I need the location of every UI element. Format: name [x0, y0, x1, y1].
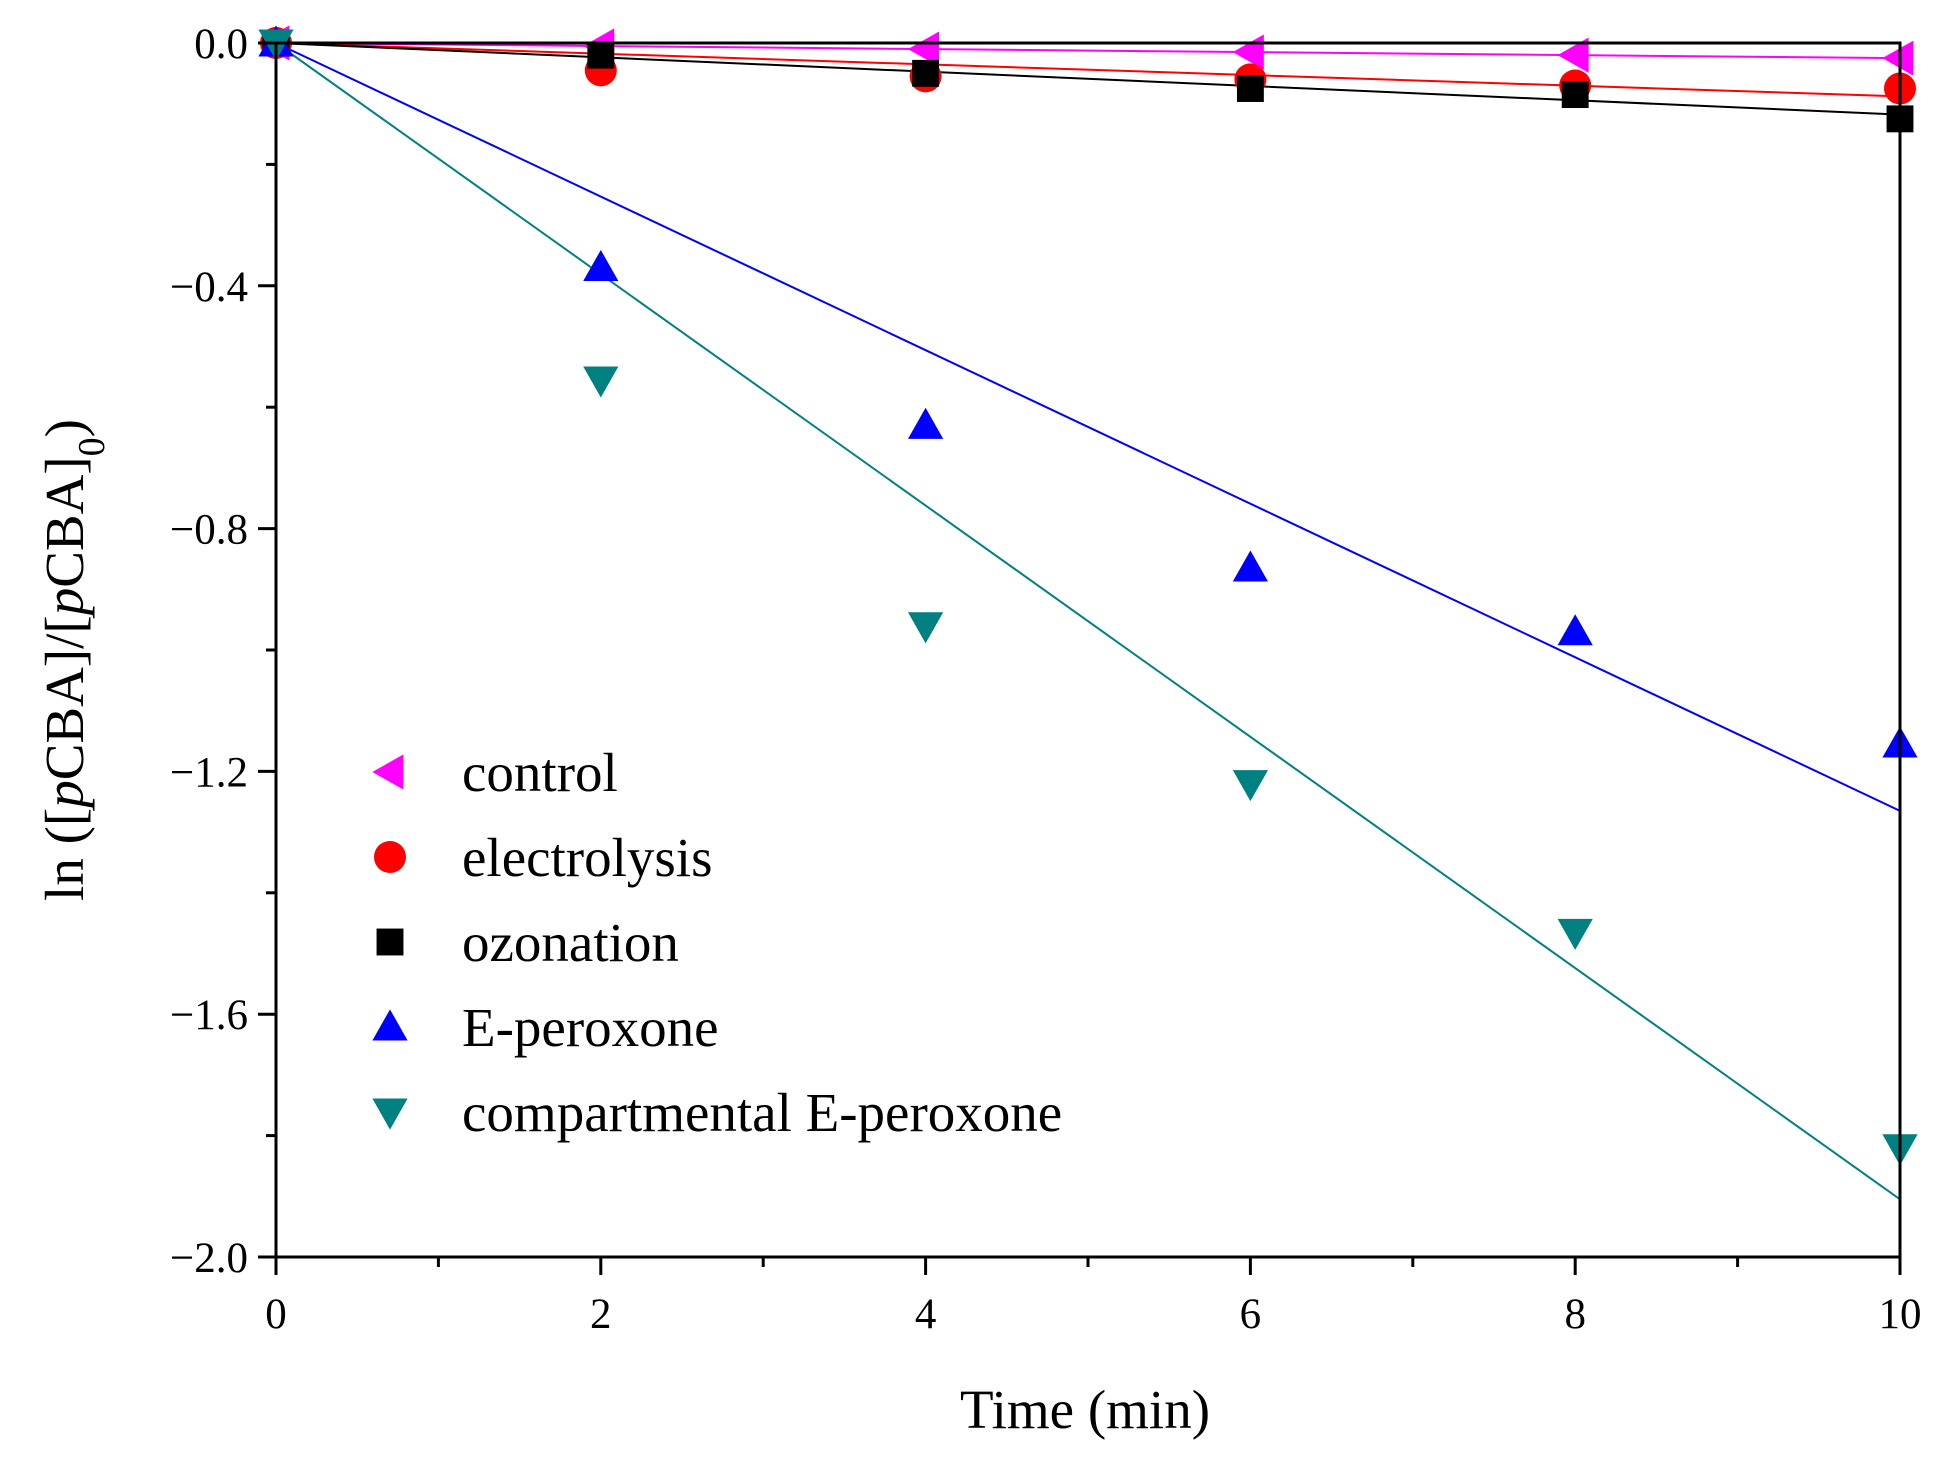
fit-line-compartmental-e-peroxone [275, 42, 1901, 1201]
legend-label-e-peroxone: E-peroxone [462, 997, 719, 1058]
y-tick-label: −1.2 [170, 749, 248, 796]
x-tick-label: 0 [265, 1291, 287, 1338]
y-axis-title-part: p [34, 780, 95, 812]
y-axis-title-part: p [34, 588, 95, 620]
point-control [1557, 37, 1589, 73]
fit-line-electrolysis [275, 42, 1901, 98]
point-e-peroxone [1232, 550, 1268, 582]
tick-labels: 0 2 4 6 8 10 0.0 −0.4 −0.8 −1.2 −1.6 −2.0 [170, 21, 1922, 1338]
y-axis-title-part: CBA]/[ [34, 615, 95, 780]
legend-label-ozonation: ozonation [462, 912, 679, 973]
y-tick-label: 0.0 [194, 21, 248, 68]
y-axis-title-part: ln ([ [34, 808, 95, 901]
fit-lines [275, 42, 1901, 1201]
point-control [908, 31, 940, 67]
y-axis-title-part: ) [34, 419, 95, 437]
legend-label-compartmental-e-peroxone: compartmental E-peroxone [462, 1082, 1062, 1143]
point-e-peroxone [908, 407, 944, 439]
legend-label-electrolysis: electrolysis [462, 827, 712, 888]
point-ozonation [912, 59, 940, 87]
fit-line-ozonation [275, 42, 1901, 116]
point-compartmental-e-peroxone [583, 366, 619, 398]
legend-marker-electrolysis [374, 841, 406, 873]
legend-marker-ozonation [376, 928, 404, 956]
point-compartmental-e-peroxone [1557, 918, 1593, 950]
y-tick-label: −0.8 [170, 507, 248, 554]
axes [274, 41, 1902, 1259]
y-tick-label: −1.6 [170, 992, 248, 1039]
y-axis-title: ln ([pCBA]/[pCBA]0) [34, 419, 113, 901]
ticks [258, 41, 1902, 1275]
point-e-peroxone [1557, 614, 1593, 646]
legend-label-control: control [462, 742, 618, 803]
legend-marker-compartmental-e-peroxone [372, 1098, 408, 1130]
x-tick-label: 10 [1879, 1291, 1922, 1338]
point-ozonation [587, 41, 615, 69]
point-control [1882, 40, 1914, 76]
plot-frame [274, 41, 1902, 1259]
y-axis-title-part: 0 [71, 437, 113, 456]
x-tick-label: 4 [915, 1291, 937, 1338]
x-axis-title: Time (min) [960, 1379, 1210, 1440]
data-markers [258, 25, 1918, 1166]
fit-line-control [275, 42, 1901, 60]
point-compartmental-e-peroxone [1232, 770, 1268, 802]
point-ozonation [1236, 75, 1264, 102]
fit-line-e-peroxone [275, 42, 1901, 812]
x-tick-label: 6 [1240, 1291, 1262, 1338]
point-ozonation [1561, 81, 1589, 109]
x-tick-label: 8 [1564, 1291, 1586, 1338]
point-e-peroxone [583, 249, 619, 282]
legend-marker-e-peroxone [372, 1009, 408, 1041]
legend-marker-control [372, 754, 404, 790]
y-axis-title-part: CBA] [34, 456, 95, 587]
y-tick-label: −0.4 [170, 264, 248, 311]
y-tick-label: −2.0 [170, 1235, 248, 1282]
point-compartmental-e-peroxone [908, 612, 944, 644]
legend: control electrolysis ozonation E-peroxone co… [372, 742, 1062, 1143]
x-tick-label: 2 [590, 1291, 612, 1338]
